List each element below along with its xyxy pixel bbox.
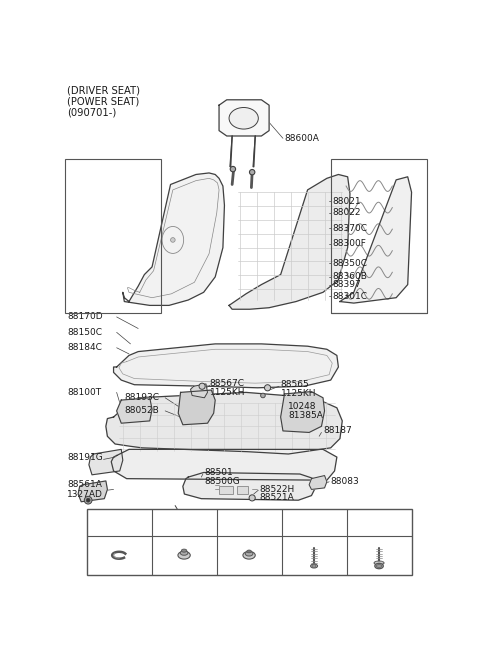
Ellipse shape (180, 551, 188, 556)
Text: 88191G: 88191G (67, 452, 103, 462)
Ellipse shape (247, 550, 252, 553)
Text: (090701-): (090701-) (67, 108, 117, 117)
Polygon shape (340, 177, 411, 303)
Polygon shape (229, 175, 350, 309)
Polygon shape (309, 475, 327, 490)
Text: 88350C: 88350C (332, 259, 367, 267)
Polygon shape (183, 473, 315, 500)
Text: 88567C: 88567C (210, 379, 245, 388)
Polygon shape (117, 398, 152, 423)
Polygon shape (114, 344, 338, 388)
Text: 88600A: 88600A (285, 134, 319, 143)
Circle shape (249, 495, 255, 501)
Circle shape (230, 166, 236, 171)
Text: 88193C: 88193C (124, 393, 159, 402)
Text: 88522H: 88522H (260, 485, 295, 494)
Ellipse shape (243, 552, 255, 559)
Text: 47121C: 47121C (99, 518, 139, 527)
Ellipse shape (245, 552, 253, 556)
Text: 1327AD: 1327AD (67, 490, 103, 499)
Circle shape (199, 383, 205, 389)
Text: (DRIVER SEAT): (DRIVER SEAT) (67, 86, 140, 96)
Text: 88184C: 88184C (67, 343, 102, 352)
Ellipse shape (375, 563, 384, 569)
Bar (219, 486, 233, 494)
Ellipse shape (311, 564, 318, 568)
Text: 88300F: 88300F (332, 239, 366, 248)
Circle shape (84, 496, 92, 504)
Text: 1249GB: 1249GB (293, 518, 335, 527)
Text: 81385A: 81385A (288, 411, 323, 420)
Text: 88397: 88397 (332, 280, 361, 289)
Circle shape (261, 393, 265, 398)
Circle shape (250, 170, 255, 175)
Polygon shape (78, 481, 108, 502)
Text: 88150C: 88150C (67, 328, 102, 337)
Ellipse shape (181, 549, 187, 552)
Text: 88501: 88501 (204, 468, 233, 477)
Circle shape (312, 565, 316, 568)
Text: (POWER SEAT): (POWER SEAT) (67, 96, 140, 107)
Text: 1125KH: 1125KH (281, 389, 316, 398)
Text: 88561A: 88561A (67, 481, 102, 489)
Text: 10248: 10248 (288, 402, 317, 411)
Ellipse shape (374, 561, 384, 565)
Text: 88301C: 88301C (332, 291, 367, 301)
Text: 88565: 88565 (281, 380, 310, 389)
Bar (86, 509, 411, 575)
Polygon shape (178, 390, 215, 424)
Text: 1310CA: 1310CA (164, 518, 204, 527)
Polygon shape (123, 173, 225, 305)
Text: 88083: 88083 (331, 477, 360, 486)
Polygon shape (89, 449, 123, 475)
Text: 88052B: 88052B (124, 406, 159, 415)
Text: 88500G: 88500G (204, 477, 240, 486)
Circle shape (170, 237, 175, 243)
Text: 1125KH: 1125KH (210, 388, 245, 397)
Text: 88022: 88022 (332, 209, 361, 218)
Ellipse shape (229, 108, 258, 129)
Bar (65, 159, 161, 313)
Polygon shape (106, 393, 342, 454)
Text: 1339CC: 1339CC (228, 518, 270, 527)
Text: 88170D: 88170D (67, 312, 103, 321)
Circle shape (86, 498, 90, 502)
Text: 88360B: 88360B (332, 273, 367, 282)
Bar (331, 159, 427, 313)
Text: 88187: 88187 (323, 426, 352, 436)
Text: 1123LE: 1123LE (360, 518, 398, 527)
Ellipse shape (376, 565, 382, 568)
Circle shape (264, 385, 271, 391)
Ellipse shape (178, 552, 190, 559)
Polygon shape (111, 449, 337, 480)
Text: 88521A: 88521A (260, 494, 295, 503)
Polygon shape (281, 392, 324, 432)
Polygon shape (219, 100, 269, 136)
Text: 88370C: 88370C (332, 224, 367, 233)
Bar (237, 486, 248, 494)
Text: 88021: 88021 (332, 197, 361, 206)
Text: 88100T: 88100T (67, 388, 101, 397)
Polygon shape (191, 384, 207, 398)
